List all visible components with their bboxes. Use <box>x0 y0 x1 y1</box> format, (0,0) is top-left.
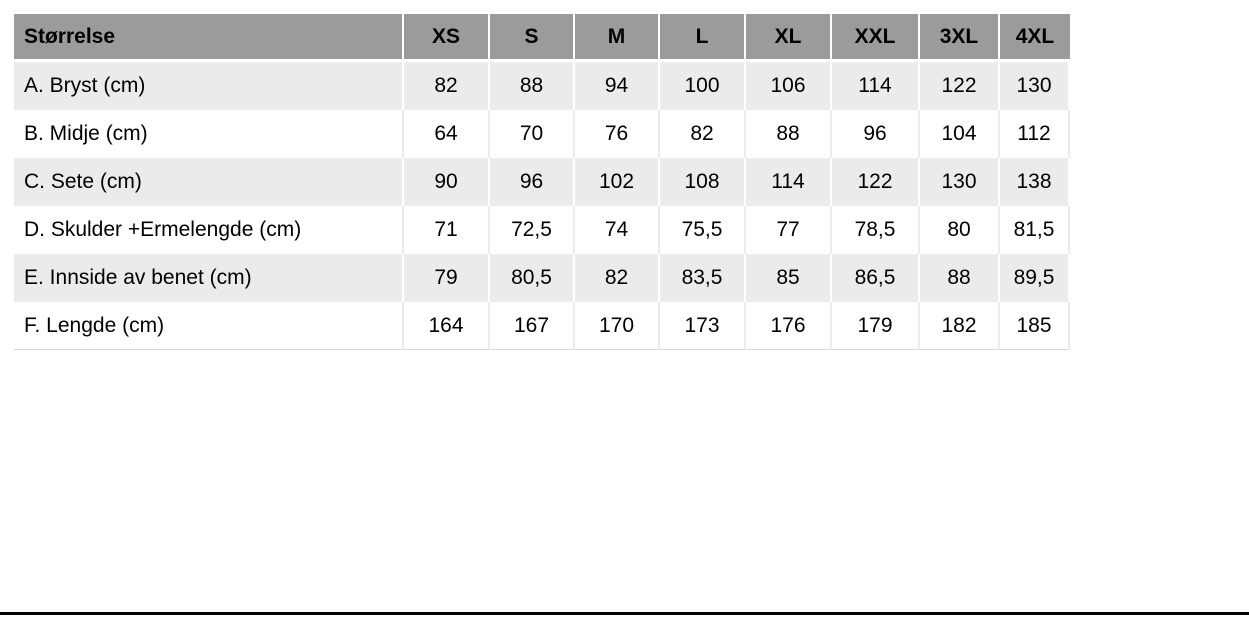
table-row: E. Innside av benet (cm) 79 80,5 82 83,5 85 86… <box>14 254 1070 302</box>
value-cell: 90 <box>404 158 490 206</box>
value-cell: 80,5 <box>490 254 575 302</box>
value-cell: 76 <box>575 110 660 158</box>
value-cell: 80 <box>920 206 1000 254</box>
header-cell: M <box>575 14 660 62</box>
value-cell: 83,5 <box>660 254 746 302</box>
value-cell: 122 <box>832 158 920 206</box>
value-cell: 82 <box>404 62 490 110</box>
size-table: Størrelse XS S M L XL XXL 3XL 4XL A. Bryst (cm) 8… <box>14 14 1070 350</box>
header-cell: L <box>660 14 746 62</box>
row-label-cell: C. Sete (cm) <box>14 158 404 206</box>
value-cell: 77 <box>746 206 832 254</box>
header-cell: XS <box>404 14 490 62</box>
row-label-cell: A. Bryst (cm) <box>14 62 404 110</box>
value-cell: 182 <box>920 302 1000 350</box>
value-cell: 164 <box>404 302 490 350</box>
table-row: F. Lengde (cm) 164 167 170 173 176 179 182 185 <box>14 302 1070 350</box>
value-cell: 138 <box>1000 158 1070 206</box>
value-cell: 89,5 <box>1000 254 1070 302</box>
value-cell: 85 <box>746 254 832 302</box>
value-cell: 96 <box>490 158 575 206</box>
value-cell: 88 <box>490 62 575 110</box>
header-cell-size: Størrelse <box>14 14 404 62</box>
value-cell: 79 <box>404 254 490 302</box>
bottom-rule <box>0 612 1249 615</box>
value-cell: 173 <box>660 302 746 350</box>
header-cell: 4XL <box>1000 14 1070 62</box>
value-cell: 167 <box>490 302 575 350</box>
header-cell: XL <box>746 14 832 62</box>
value-cell: 102 <box>575 158 660 206</box>
value-cell: 72,5 <box>490 206 575 254</box>
value-cell: 179 <box>832 302 920 350</box>
value-cell: 185 <box>1000 302 1070 350</box>
row-label-cell: B. Midje (cm) <box>14 110 404 158</box>
value-cell: 100 <box>660 62 746 110</box>
value-cell: 130 <box>920 158 1000 206</box>
header-cell: XXL <box>832 14 920 62</box>
value-cell: 170 <box>575 302 660 350</box>
table-row: B. Midje (cm) 64 70 76 82 88 96 104 112 <box>14 110 1070 158</box>
value-cell: 130 <box>1000 62 1070 110</box>
value-cell: 64 <box>404 110 490 158</box>
table-row: C. Sete (cm) 90 96 102 108 114 122 130 138 <box>14 158 1070 206</box>
table-row: A. Bryst (cm) 82 88 94 100 106 114 122 130 <box>14 62 1070 110</box>
value-cell: 78,5 <box>832 206 920 254</box>
row-label-cell: F. Lengde (cm) <box>14 302 404 350</box>
value-cell: 86,5 <box>832 254 920 302</box>
value-cell: 82 <box>575 254 660 302</box>
value-cell: 122 <box>920 62 1000 110</box>
value-cell: 114 <box>832 62 920 110</box>
value-cell: 176 <box>746 302 832 350</box>
table-body: A. Bryst (cm) 82 88 94 100 106 114 122 130 B. Mid… <box>14 62 1070 350</box>
value-cell: 96 <box>832 110 920 158</box>
value-cell: 112 <box>1000 110 1070 158</box>
value-cell: 75,5 <box>660 206 746 254</box>
row-label-cell: D. Skulder +Ermelengde (cm) <box>14 206 404 254</box>
table-row: D. Skulder +Ermelengde (cm) 71 72,5 74 75,5 7… <box>14 206 1070 254</box>
value-cell: 70 <box>490 110 575 158</box>
header-cell: 3XL <box>920 14 1000 62</box>
value-cell: 108 <box>660 158 746 206</box>
row-label-cell: E. Innside av benet (cm) <box>14 254 404 302</box>
value-cell: 106 <box>746 62 832 110</box>
header-cell: S <box>490 14 575 62</box>
value-cell: 74 <box>575 206 660 254</box>
table-header: Størrelse XS S M L XL XXL 3XL 4XL <box>14 14 1070 62</box>
header-row: Størrelse XS S M L XL XXL 3XL 4XL <box>14 14 1070 62</box>
value-cell: 114 <box>746 158 832 206</box>
value-cell: 82 <box>660 110 746 158</box>
value-cell: 94 <box>575 62 660 110</box>
value-cell: 71 <box>404 206 490 254</box>
value-cell: 88 <box>746 110 832 158</box>
value-cell: 104 <box>920 110 1000 158</box>
value-cell: 81,5 <box>1000 206 1070 254</box>
value-cell: 88 <box>920 254 1000 302</box>
